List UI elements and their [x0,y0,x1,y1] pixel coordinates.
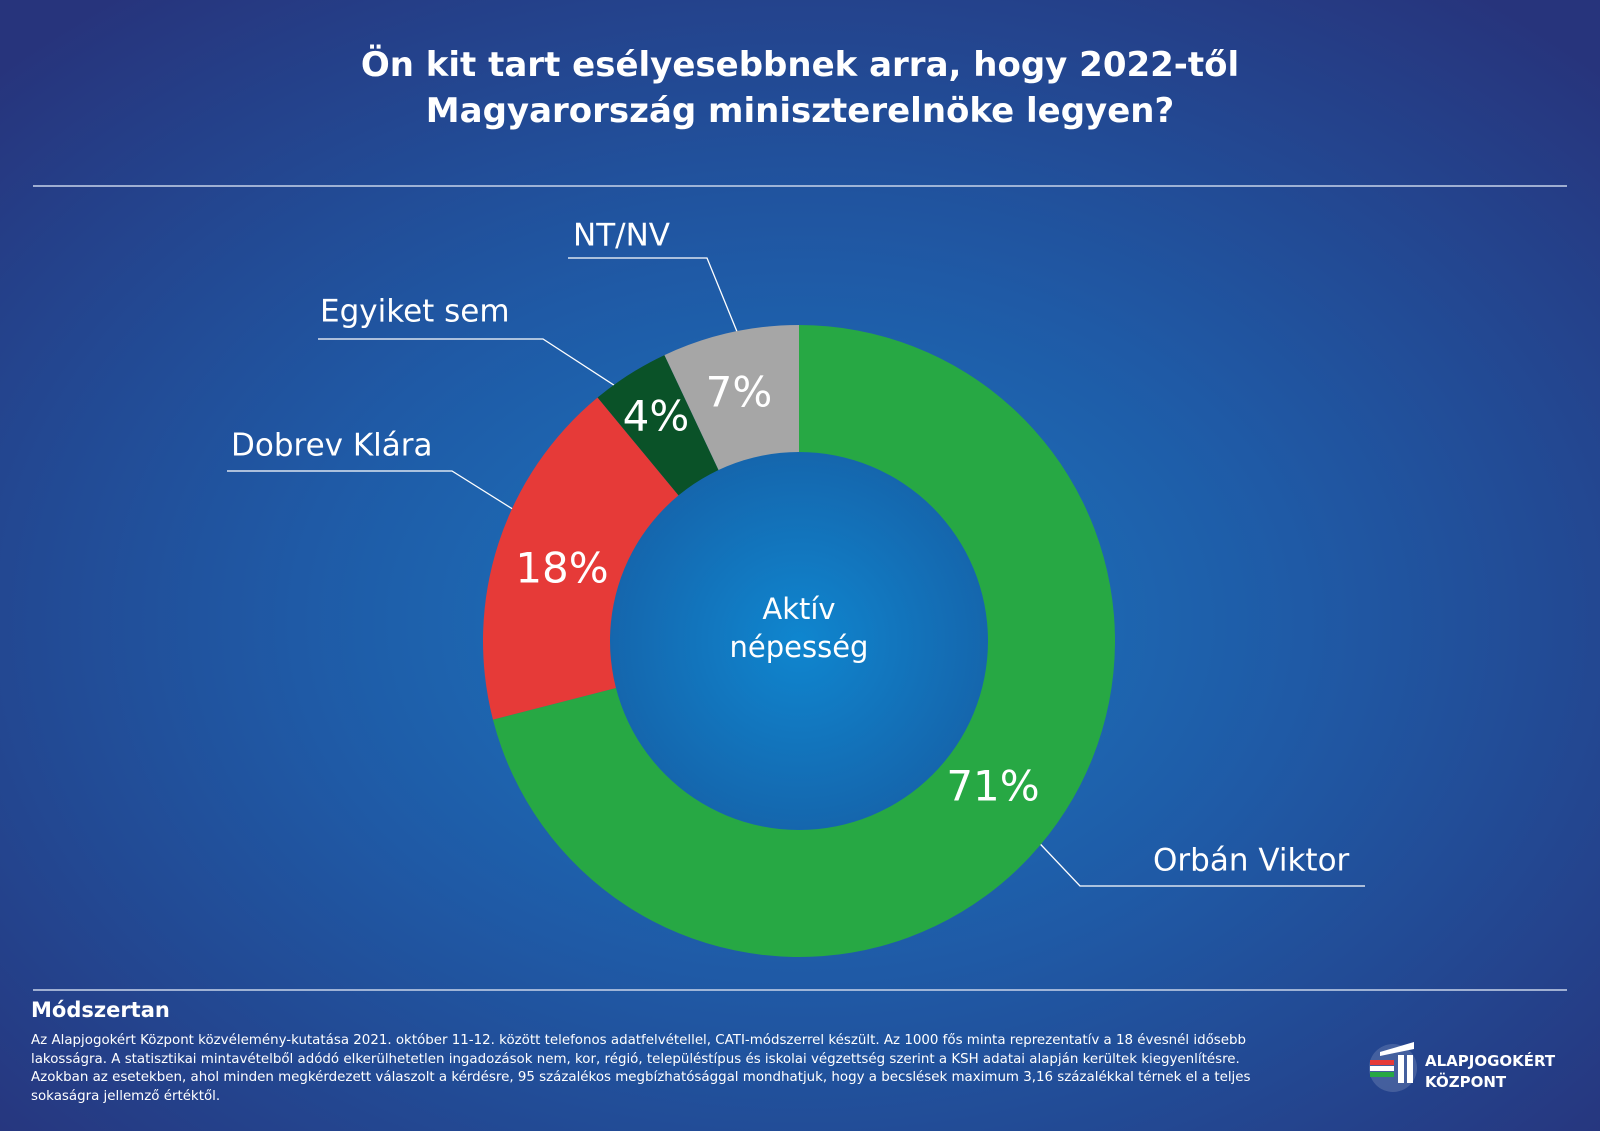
leader-line [318,338,624,392]
category-label: Dobrev Klára [231,428,433,464]
category-label: NT/NV [573,218,670,254]
center-label: Aktív népesség [729,592,869,664]
title: Ön kit tart esélyesebbnek arra, hogy 202… [0,42,1600,134]
logo-text: ALAPJOGOKÉRT KÖZPONT [1425,1052,1556,1091]
value-label: 7% [706,368,773,417]
value-label: 4% [623,392,690,441]
logo-icon [1369,1042,1417,1092]
value-label: 71% [946,762,1039,811]
footer-text: Az Alapjogokért Központ közvélemény-kuta… [31,1033,1251,1104]
leader-line [568,257,741,340]
title-line: Magyarország miniszterelnöke legyen? [425,91,1175,131]
leader-line [1026,829,1365,887]
category-label: Orbán Viktor [1153,843,1350,879]
leaders [227,257,1365,887]
donut-hole [610,452,988,830]
title-line: Ön kit tart esélyesebbnek arra, hogy 202… [360,45,1240,85]
category-label: Egyiket sem [320,294,510,330]
value-label: 18% [515,544,608,593]
footer-heading: Módszertan [31,998,170,1022]
leader-line [227,470,536,524]
